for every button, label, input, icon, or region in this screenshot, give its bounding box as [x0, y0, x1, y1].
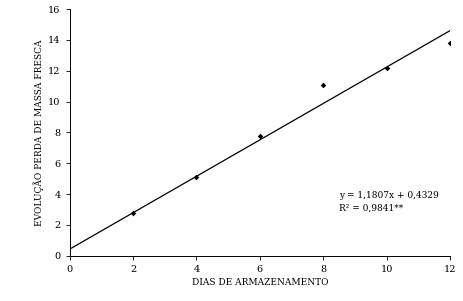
Point — [129, 210, 137, 215]
Point — [382, 65, 389, 70]
Point — [445, 41, 453, 45]
Y-axis label: EVOLUÇÃO PERDA DE MASSA FRESCA: EVOLUÇÃO PERDA DE MASSA FRESCA — [33, 39, 44, 226]
Point — [192, 175, 200, 180]
Point — [256, 133, 263, 138]
Point — [319, 82, 326, 87]
X-axis label: DIAS DE ARMAZENAMENTO: DIAS DE ARMAZENAMENTO — [191, 278, 327, 287]
Text: y = 1,1807x + 0,4329
R² = 0,9841**: y = 1,1807x + 0,4329 R² = 0,9841** — [338, 191, 438, 213]
